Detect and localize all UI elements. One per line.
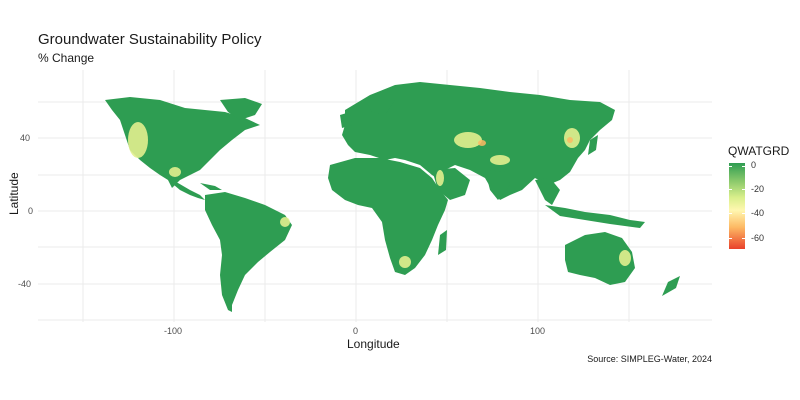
x-tick-0: 0 xyxy=(353,326,359,336)
legend-tick xyxy=(742,213,745,214)
legend-label-neg20: -20 xyxy=(751,184,765,194)
x-axis-title: Longitude xyxy=(347,337,400,351)
australia xyxy=(565,232,635,285)
madagascar xyxy=(438,230,447,255)
legend-label-neg60: -60 xyxy=(751,233,765,243)
y-tick-neg40: -40 xyxy=(18,279,32,289)
legend-tick xyxy=(729,238,732,239)
land-masses xyxy=(105,82,680,312)
central-america xyxy=(168,180,205,200)
x-tick-neg100: -100 xyxy=(164,326,183,336)
legend-label-neg40: -40 xyxy=(751,208,765,218)
uk-ireland xyxy=(340,112,352,128)
legend-tick xyxy=(729,213,732,214)
india xyxy=(485,170,510,200)
legend-tick xyxy=(742,238,745,239)
indonesia xyxy=(545,205,645,228)
y-tick-40: 40 xyxy=(20,133,31,143)
severe-hotspots xyxy=(478,137,573,146)
south-america xyxy=(205,192,292,312)
legend-tick xyxy=(742,189,745,190)
greenland xyxy=(220,98,262,120)
legend-tick xyxy=(729,189,732,190)
southeast-asia xyxy=(535,178,560,205)
legend-tick xyxy=(729,166,732,167)
legend-title: QWATGRD xyxy=(728,144,790,158)
legend-colorbar xyxy=(729,163,745,249)
north-america xyxy=(105,97,260,188)
map-subtitle: % Change xyxy=(38,51,95,65)
japan xyxy=(588,135,598,155)
source-caption: Source: SIMPLEG-Water, 2024 xyxy=(587,354,712,364)
map-title: Groundwater Sustainability Policy xyxy=(38,31,262,48)
legend-tick xyxy=(742,166,745,167)
africa xyxy=(328,158,448,275)
scandinavia xyxy=(365,90,395,115)
caribbean xyxy=(200,183,222,190)
x-tick-100: 100 xyxy=(530,326,546,336)
new-zealand xyxy=(662,276,680,296)
y-axis-title: Latitude xyxy=(7,172,21,215)
decline-hotspots xyxy=(128,122,631,268)
legend-label-0: 0 xyxy=(751,160,757,170)
y-tick-0: 0 xyxy=(28,206,34,216)
